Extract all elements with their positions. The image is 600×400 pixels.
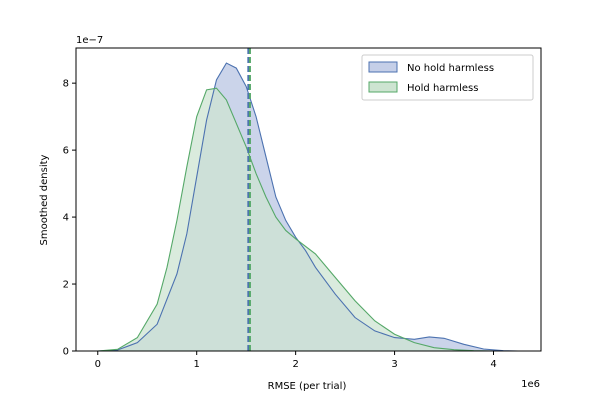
y-tick-label: 8 — [63, 79, 69, 90]
x-tick-label: 0 — [95, 359, 101, 370]
x-tick-label: 2 — [292, 359, 298, 370]
reference-lines — [247, 48, 251, 351]
density-curve-no-hold-harmless — [97, 62, 519, 352]
legend-label-hold-harmless: Hold harmless — [407, 83, 478, 94]
legend-frame — [361, 54, 534, 101]
y-tick-label: 6 — [63, 146, 69, 157]
density-lines — [97, 62, 519, 352]
y-tick-label: 0 — [63, 347, 69, 358]
y-axis-ticks: 0 2 4 6 8 — [63, 79, 76, 358]
density-fills — [97, 63, 519, 352]
y-tick-label: 4 — [63, 213, 69, 224]
density-curve-hold-harmless — [97, 87, 494, 352]
legend: No hold harmless Hold harmless — [361, 54, 534, 101]
x-tick-label: 1 — [194, 359, 200, 370]
x-scale-label: 1e6 — [521, 379, 540, 390]
x-tick-label: 3 — [391, 359, 397, 370]
y-axis-label: Smoothed density — [39, 154, 50, 245]
y-scale-label: 1e−7 — [76, 35, 103, 46]
x-axis-ticks: 0 1 2 3 4 — [95, 351, 497, 370]
legend-swatch-hold-harmless — [368, 81, 398, 93]
y-tick-label: 2 — [63, 280, 69, 291]
legend-label-no-hold-harmless: No hold harmless — [407, 63, 494, 74]
x-axis-label: RMSE (per trial) — [268, 381, 347, 392]
legend-swatch-no-hold-harmless — [368, 61, 398, 73]
density-fill-hold-harmless — [97, 88, 494, 352]
x-tick-label: 4 — [490, 359, 496, 370]
plot-frame — [75, 47, 542, 352]
